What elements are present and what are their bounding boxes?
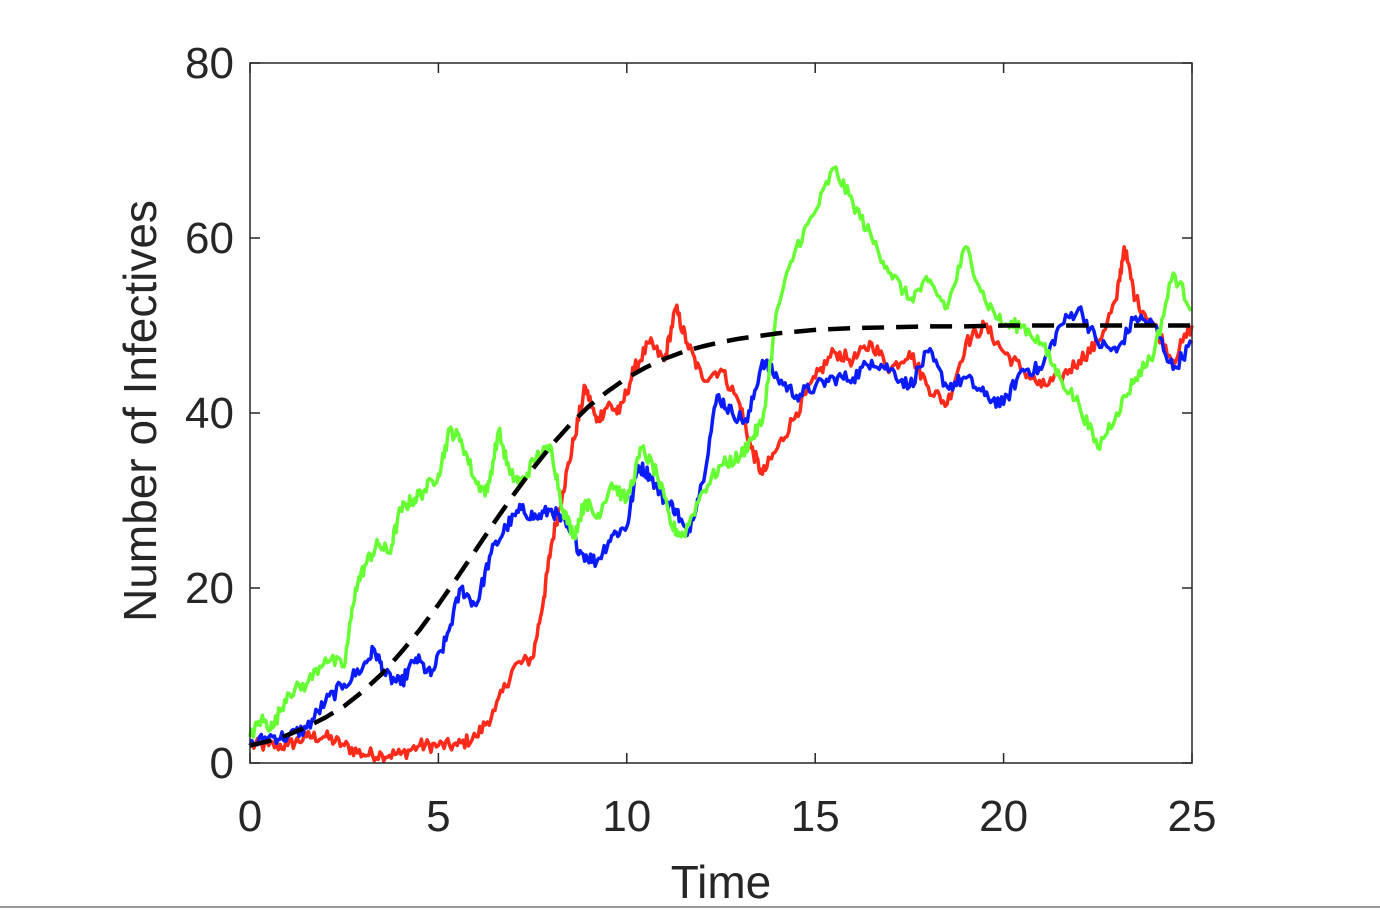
series-line-3 xyxy=(248,165,1194,739)
x-axis-title: Time xyxy=(671,856,772,908)
tick-layer: 0 5 10 15 20 25 0 20 40 60 80 xyxy=(185,39,1216,841)
x-tick-label: 15 xyxy=(791,792,840,841)
series-line-2 xyxy=(248,305,1194,747)
series-layer xyxy=(248,165,1194,763)
y-tick-label: 0 xyxy=(210,739,234,788)
plot-area-frame xyxy=(249,62,1193,764)
series-line-4 xyxy=(249,323,1192,748)
x-tick-label: 10 xyxy=(602,792,651,841)
x-tick-label: 20 xyxy=(979,792,1028,841)
x-tick-label: 5 xyxy=(426,792,450,841)
x-tick-label: 0 xyxy=(238,792,262,841)
y-axis-title: Number of Infectives xyxy=(114,200,166,622)
series-line-1 xyxy=(248,245,1194,763)
y-tick-label: 80 xyxy=(185,39,234,88)
y-tick-label: 20 xyxy=(185,564,234,613)
bottom-divider xyxy=(0,906,1380,908)
y-tick-label: 40 xyxy=(185,389,234,438)
y-tick-label: 60 xyxy=(185,214,234,263)
x-tick-label: 25 xyxy=(1168,792,1217,841)
